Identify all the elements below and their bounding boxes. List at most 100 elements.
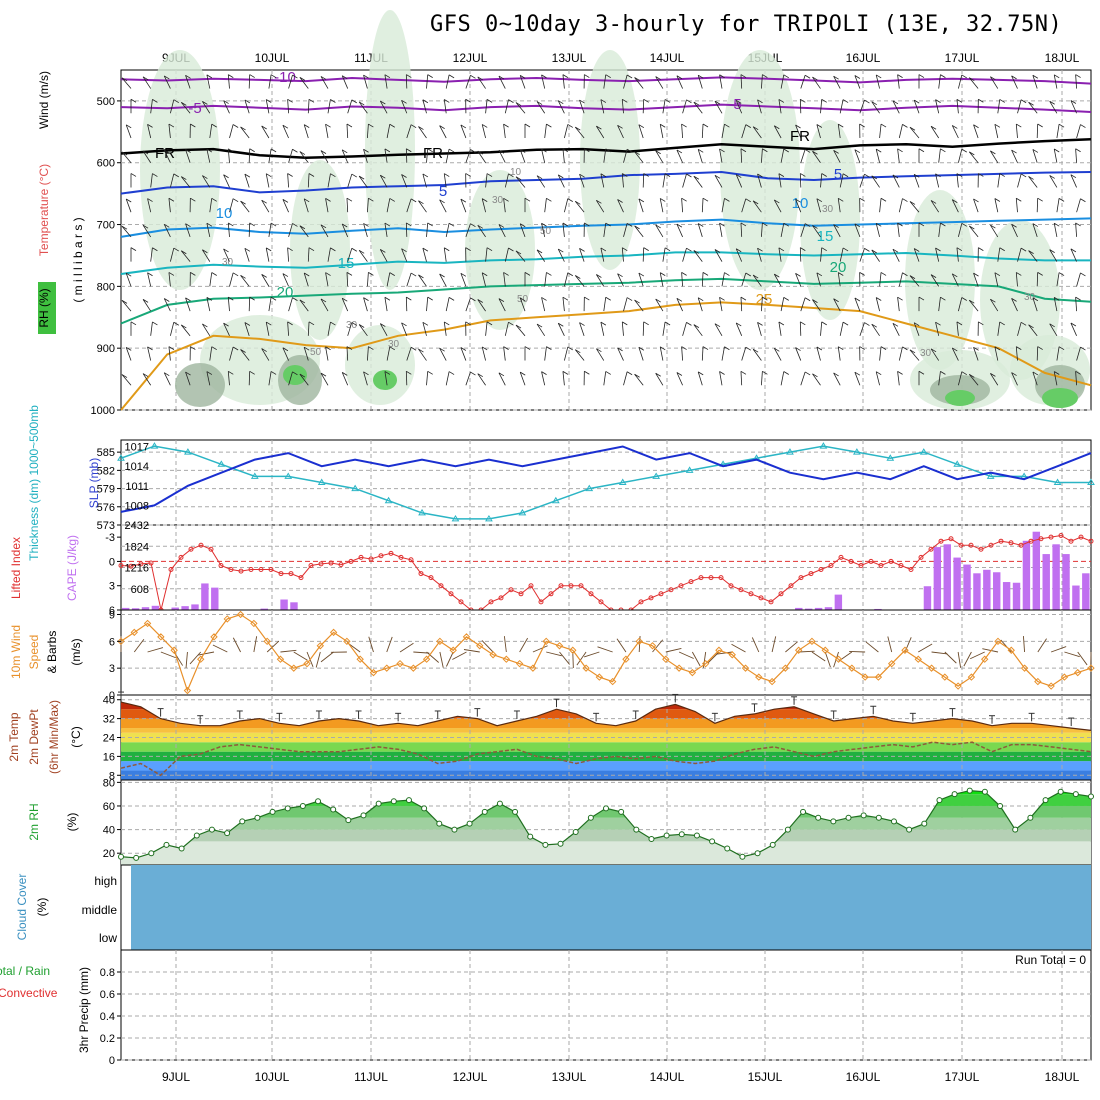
wind-barb [800,371,806,386]
wind-speed-point [675,664,683,672]
rh2m-axis-label-1: 2m RH [27,803,41,840]
wind-barb-feather [147,124,153,128]
lifted-index-point [948,536,954,542]
wind-barb-feather [686,173,692,178]
wind-barb-feather [1037,346,1043,350]
wind-barb [735,174,743,188]
day-label-bottom: 9JUL [162,1070,190,1084]
wind-barb [621,321,624,336]
wind-barb [871,249,880,262]
wind-barb-feather [994,198,1001,202]
tick-label: 16 [103,751,115,763]
wind-barb-feather [876,148,882,153]
wind-barb [303,124,309,139]
lifted-index-point [198,542,204,548]
wind-barb [800,223,806,238]
wind-barb [816,198,821,213]
wind-barb [465,297,471,312]
wind-barb [341,149,349,163]
rh-point [709,838,716,845]
wind-barb [1056,198,1060,213]
wind-speed-point [874,673,883,681]
wind-barb [735,248,743,262]
wind-barb [229,272,234,287]
wind-barb [504,322,509,336]
wind-barb [519,371,526,386]
wind-barb [541,297,546,312]
thickness-point [351,484,360,492]
wind-barb [621,99,624,114]
wind-barb-feather [892,100,899,105]
slp-tick-label: 1014 [125,461,149,473]
wind-barb [346,346,349,361]
wind-barb [379,175,388,188]
wind-barb [752,348,762,361]
cape-bar [122,607,130,610]
wind-barb-feather [1054,297,1060,301]
lifted-index-point [248,567,254,573]
wind-barb-10m [185,651,188,668]
wind-barb-feather [854,371,861,376]
wind-barb-feather [368,346,374,350]
wind-barb [839,99,844,114]
wind-barb-feather [427,222,433,227]
wind-barb [557,174,565,188]
wind-barb-10m [463,649,480,653]
wind-barb-feather [638,272,645,277]
wind-barb-feather [292,148,298,153]
wind-barb-feather [605,371,611,375]
wind-barb [422,99,427,114]
wind-barb [574,349,585,361]
wind-barb-feather [622,321,628,326]
wind-barb [778,321,782,336]
wind-barb-feather [130,247,137,251]
wind-barb [1032,297,1038,312]
precip-axis-label: 3hr Precip (mm) [77,967,91,1053]
wind-speed-point [954,682,962,690]
cape-bar [1002,582,1011,610]
wind-speed-point [821,646,829,654]
wind-barb-10m [147,647,164,653]
lifted-index-point [878,562,884,568]
wind-barb-feather [961,222,967,227]
wind-barb [859,322,865,336]
rh-legend-swatch [38,282,56,334]
wind-barb [477,299,486,312]
wind-barb-feather [270,74,277,79]
wind-barb [938,297,941,312]
wind-barb-feather [897,296,903,301]
thickness-point [685,466,694,473]
wind-barb [1056,272,1060,287]
wind-barb [854,297,861,312]
wind-barb-feather [816,198,823,203]
wind-barb-feather [418,126,424,130]
wind-barb [997,247,1001,262]
wind-barb [898,198,903,213]
thickness-point [852,448,861,455]
wind-barb-feather [346,272,353,276]
cape-bar [953,557,961,610]
wind-barb-feather [990,150,996,155]
wind-barb-10m [266,640,280,653]
wind-barb-feather [266,321,272,326]
wind-barb-feather [460,347,467,351]
wind-barb [503,124,506,139]
cape-bar [131,608,140,610]
wind-barb-feather [358,175,365,180]
lifted-index-point [378,553,384,559]
wind-speed-point [1060,673,1069,681]
wind-barb [418,348,427,361]
wind-barb-feather [536,175,543,180]
wind-barb-feather [681,197,687,202]
wind-barb [485,247,488,262]
wind-barb [623,297,628,312]
wind-barb-feather [745,346,751,351]
wind-barb [206,371,211,386]
wind-barb [795,124,802,139]
wind-barb [261,125,270,139]
wind-barb-feather [498,372,505,377]
wind-barb-feather [1016,123,1022,128]
cape-bar [943,544,951,610]
wind-barb [913,99,920,114]
wind-barb-feather [384,148,391,153]
